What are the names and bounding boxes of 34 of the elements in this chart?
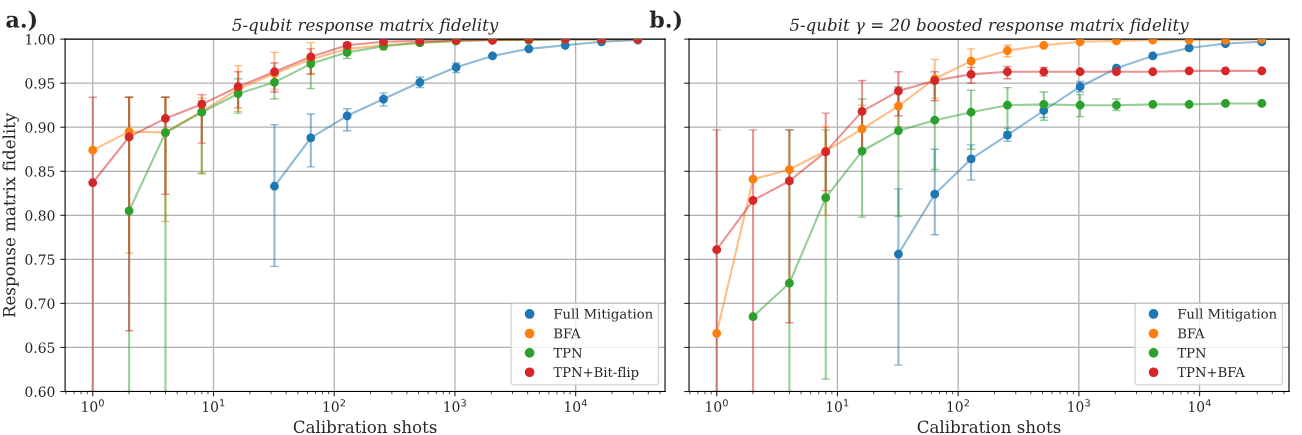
y-tick-label: 0.75 (25, 254, 55, 265)
y-tick-label: 0.85 (25, 166, 55, 177)
legend-label: TPN+Bit-flip (553, 366, 639, 380)
x-tick-label: 10$^{4}$ (1189, 399, 1211, 412)
x-tick-label: 10$^{2}$ (947, 399, 969, 412)
text: b.) (649, 10, 681, 31)
x-tick-label: 10$^{0}$ (706, 399, 728, 412)
y-tick-label: 1.00 (26, 34, 55, 45)
legend-label: BFA (554, 328, 581, 339)
y-tick-label: 0.95 (25, 78, 55, 89)
y-tick-label: 0.80 (25, 210, 55, 221)
y-tick-label: 0.70 (25, 298, 55, 309)
legend-label: TPN+BFA (1177, 367, 1245, 378)
x-tick-label: 10$^{1}$ (202, 399, 225, 412)
legend-label: BFA (1178, 328, 1205, 339)
legend-label: TPN (553, 347, 582, 358)
text: a.) (6, 10, 36, 31)
x-tick-label: 10$^{2}$ (323, 399, 346, 412)
legend-label: TPN (1177, 347, 1206, 358)
x-axis-title: Calibration shots (293, 420, 437, 434)
legend-label: Full Mitigation (554, 308, 653, 322)
x-tick-label: 10$^{3}$ (444, 399, 466, 412)
x-tick-label: 10$^{3}$ (1068, 399, 1090, 412)
chart-title: 5-qubit response matrix fidelity (232, 18, 499, 35)
x-tick-label: 10$^{1}$ (826, 399, 849, 412)
x-tick-label: 10$^{0}$ (82, 399, 104, 412)
y-tick-label: 0.90 (25, 122, 55, 133)
y-tick-label: 0.60 (25, 386, 55, 397)
chart-title: 5-qubit γ = 20 boosted response matrix fidelity (789, 18, 1189, 35)
y-axis-title: Response matrix fidelity (2, 112, 19, 318)
x-tick-label: 10$^{4}$ (565, 399, 587, 412)
y-tick-label: 0.65 (25, 342, 55, 353)
x-axis-title: Calibration shots (917, 420, 1061, 434)
legend-label: Full Mitigation (1178, 308, 1277, 322)
